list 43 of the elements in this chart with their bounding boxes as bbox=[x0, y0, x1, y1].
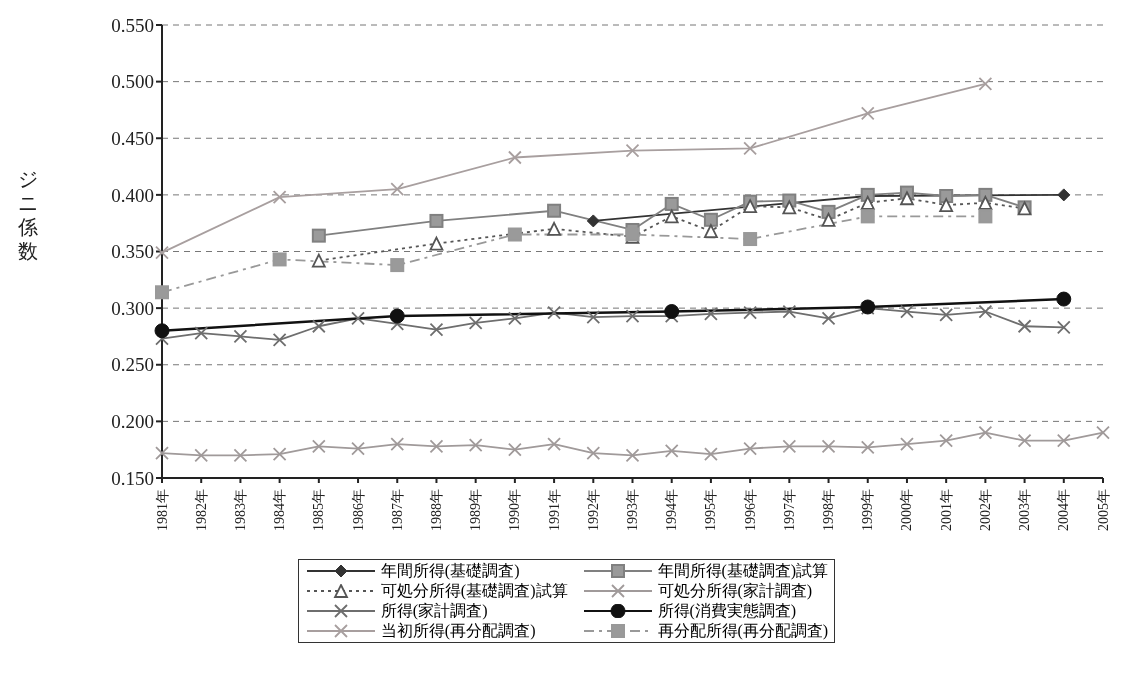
y-tick-label: 0.400 bbox=[111, 184, 154, 206]
y-axis-title: ジニ係数 bbox=[17, 168, 38, 262]
legend-label: 所得(家計調査) bbox=[380, 601, 488, 621]
x-tick-label: 1992年 bbox=[585, 489, 601, 531]
x-tick-label: 1981年 bbox=[154, 489, 170, 531]
x-tick-label: 1984年 bbox=[272, 489, 288, 531]
legend-label: 可処分所得(家計調査) bbox=[657, 581, 813, 601]
x-tick-label: 1986年 bbox=[350, 489, 366, 531]
y-tick-label: 0.500 bbox=[111, 71, 154, 93]
legend-label: 年間所得(基礎調査) bbox=[380, 561, 520, 581]
x-tick-label: 1985年 bbox=[311, 489, 327, 531]
legend-label: 再分配所得(再分配調査) bbox=[657, 621, 829, 641]
x-tick-label: 1993年 bbox=[625, 489, 640, 531]
x-tick-label: 2003年 bbox=[1017, 489, 1033, 531]
y-tick-label: 0.200 bbox=[111, 411, 154, 433]
x-tick-label: 2001年 bbox=[938, 489, 954, 531]
x-tick-label: 1982年 bbox=[193, 489, 209, 531]
x-tick-label: 2002年 bbox=[977, 489, 993, 531]
y-tick-label: 0.150 bbox=[111, 467, 154, 489]
x-tick-label: 2000年 bbox=[899, 489, 915, 531]
legend-label: 年間所得(基礎調査)試算 bbox=[657, 561, 829, 581]
legend-label: 当初所得(再分配調査) bbox=[380, 621, 536, 641]
x-tick-label: 1994年 bbox=[664, 489, 680, 531]
legend-label: 可処分所得(基礎調査)試算 bbox=[380, 581, 568, 601]
y-tick-label: 0.450 bbox=[111, 127, 154, 149]
legend-label: 所得(消費実態調査) bbox=[657, 601, 797, 621]
x-tick-label: 1998年 bbox=[821, 489, 837, 531]
x-tick-label: 1997年 bbox=[781, 489, 797, 531]
x-tick-label: 1996年 bbox=[742, 489, 758, 531]
y-tick-label: 0.550 bbox=[111, 14, 154, 36]
y-tick-label: 0.300 bbox=[111, 297, 154, 319]
y-tick-label: 0.250 bbox=[111, 354, 154, 376]
x-tick-label: 1990年 bbox=[507, 489, 523, 531]
x-tick-label: 1983年 bbox=[232, 489, 248, 531]
x-tick-label: 2004年 bbox=[1056, 489, 1072, 531]
x-tick-label: 2005年 bbox=[1095, 489, 1111, 531]
x-tick-label: 1991年 bbox=[546, 489, 562, 531]
y-tick-label: 0.350 bbox=[111, 241, 154, 263]
x-tick-label: 1987年 bbox=[389, 489, 405, 531]
x-tick-label: 1989年 bbox=[468, 489, 484, 531]
x-tick-label: 1995年 bbox=[703, 489, 719, 531]
x-tick-label: 1999年 bbox=[860, 489, 876, 531]
x-tick-label: 1988年 bbox=[428, 489, 444, 531]
